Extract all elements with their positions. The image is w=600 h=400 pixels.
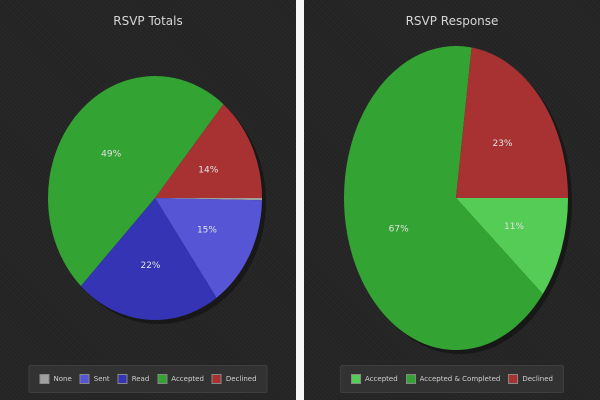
chart-title: RSVP Response — [405, 14, 499, 28]
legend-swatch — [117, 374, 128, 384]
legend-swatch — [157, 374, 168, 384]
pie-slice-read — [80, 198, 217, 321]
slice-label-accepted: 11% — [504, 222, 524, 232]
slice-label-declined: 23% — [492, 139, 512, 149]
pie-slice-sent — [155, 198, 262, 298]
pie-slice-accepted — [48, 76, 224, 286]
legend-item-accepted[interactable]: Accepted — [351, 374, 398, 384]
legend-swatch — [351, 374, 362, 384]
legend-item-accepted-and-completed[interactable]: Accepted & Completed — [405, 374, 501, 384]
legend-label: Accepted — [365, 375, 398, 383]
rsvp-response-pie: 11% 67% 23% — [344, 46, 572, 354]
legend-label: Read — [131, 375, 150, 383]
legend-swatch — [405, 374, 416, 384]
legend-item-sent[interactable]: Sent — [79, 374, 110, 384]
rsvp-totals-pie: 15% 22% 49% 14% — [48, 76, 266, 324]
slice-label-accepted-and-completed: 67% — [389, 224, 409, 234]
pie-slice-declined — [456, 47, 568, 198]
pie-slice-accepted — [456, 198, 568, 295]
chart-legend: Accepted Accepted & Completed Declined — [340, 365, 564, 393]
rsvp-totals-chart: RSVP Totals 15% 22% 49% 14% None Sent Read Acc… — [0, 0, 296, 400]
pie-slice-none — [155, 198, 262, 201]
legend-swatch — [39, 374, 50, 384]
legend-label: Declined — [225, 375, 257, 383]
slice-label-sent: 15% — [197, 225, 217, 235]
chart-title: RSVP Totals — [113, 14, 183, 28]
chart-legend: None Sent Read Accepted Declined — [28, 365, 268, 393]
legend-item-declined[interactable]: Declined — [508, 374, 553, 384]
legend-item-accepted[interactable]: Accepted — [157, 374, 204, 384]
legend-item-read[interactable]: Read — [117, 374, 150, 384]
legend-item-none[interactable]: None — [39, 374, 72, 384]
pie-slice-declined — [155, 104, 262, 198]
rsvp-response-chart: RSVP Response 11% 67% 23% Accepted Accepted… — [304, 0, 600, 400]
legend-swatch — [508, 374, 519, 384]
slice-label-declined: 14% — [198, 166, 218, 176]
legend-label: Sent — [93, 375, 110, 383]
legend-item-declined[interactable]: Declined — [211, 374, 257, 384]
legend-label: Accepted — [171, 375, 204, 383]
legend-label: Accepted & Completed — [419, 375, 501, 383]
slice-label-read: 22% — [140, 261, 160, 271]
legend-swatch — [79, 374, 90, 384]
legend-swatch — [211, 374, 222, 384]
slice-label-accepted: 49% — [101, 149, 121, 159]
pie-slice-accepted-and-completed — [344, 46, 543, 350]
legend-label: None — [53, 375, 72, 383]
legend-label: Declined — [522, 375, 553, 383]
